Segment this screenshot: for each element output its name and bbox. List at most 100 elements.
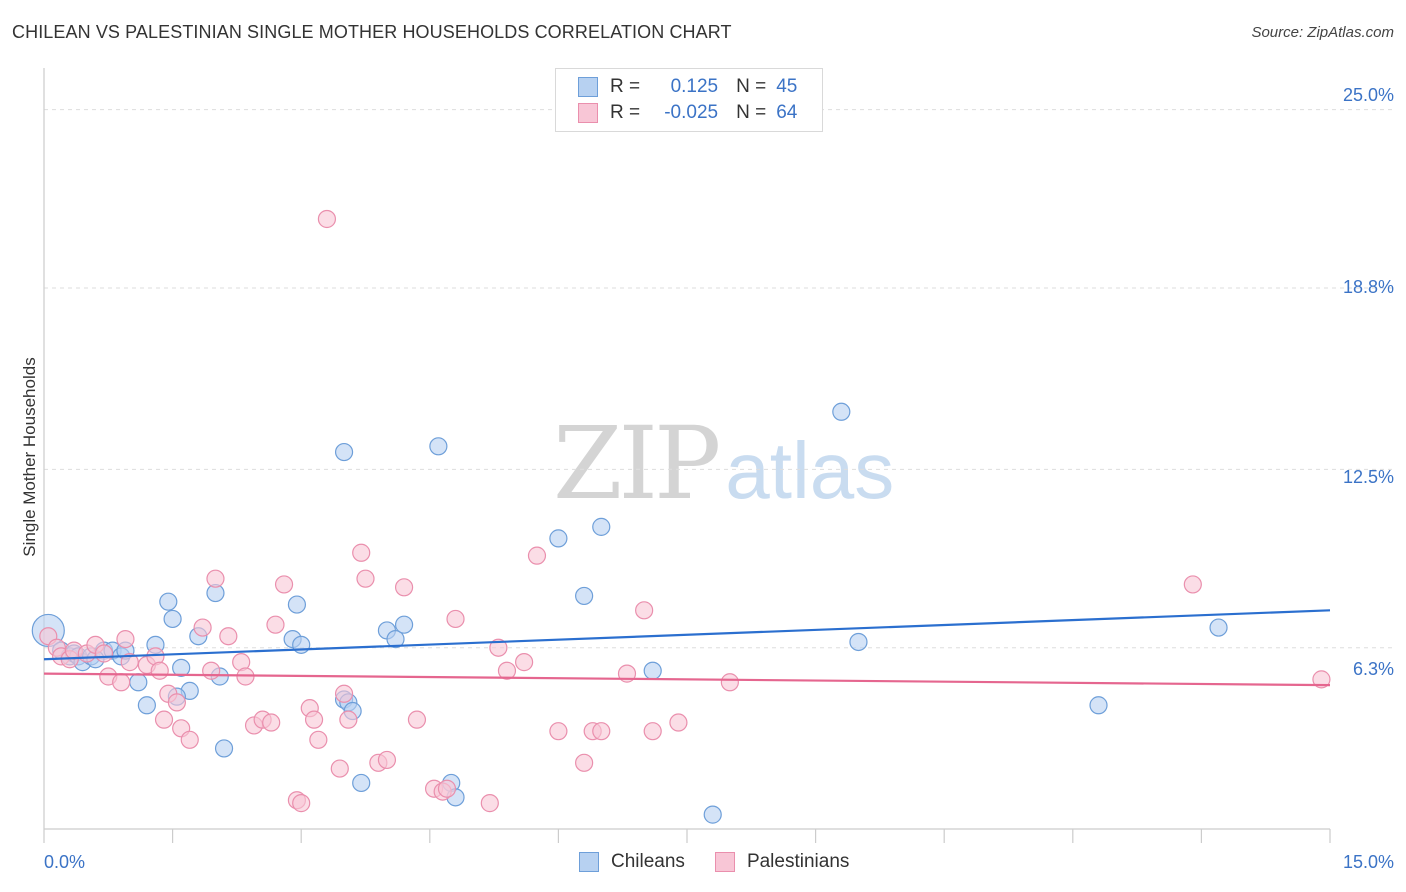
chileans-point <box>287 595 307 614</box>
legend-row-palestinians: R = -0.025 N = 64 <box>578 100 797 126</box>
chileans-point <box>214 739 234 758</box>
watermark-zip: ZIP <box>553 405 721 522</box>
chileans-swatch <box>579 852 599 872</box>
chileans-point <box>429 437 448 456</box>
watermark-atlas: atlas <box>725 426 895 515</box>
palestinians-swatch <box>714 852 735 872</box>
chileans-point <box>643 661 662 680</box>
chileans-point <box>386 629 405 649</box>
legend-n-label: N = <box>736 102 767 123</box>
palestinians-point <box>219 627 238 646</box>
chileans-point <box>129 673 148 692</box>
legend-r-value: -0.025 <box>664 102 719 123</box>
legend-r-label: R = <box>610 76 641 97</box>
palestinians-point <box>643 722 662 741</box>
y-tick-label: 18.8% <box>1342 277 1394 297</box>
palestinians-point <box>549 722 568 741</box>
palestinians-point <box>292 794 311 813</box>
source-credit: Source: ZipAtlas.com <box>1251 24 1394 41</box>
chileans-point <box>394 615 414 634</box>
palestinians-point <box>352 543 371 562</box>
palestinians-point <box>334 684 354 703</box>
palestinians-point <box>266 615 285 634</box>
chileans-point <box>159 592 178 611</box>
palestinians-point <box>446 609 465 629</box>
series-legend: Chileans Palestinians <box>579 851 879 873</box>
legend-item-palestinians: Palestinians <box>714 851 850 873</box>
x-tick-label: 0.0% <box>44 852 86 872</box>
legend-row-chileans: R = 0.125 N = 45 <box>578 74 797 100</box>
palestinians-point <box>356 569 375 588</box>
palestinians-point <box>407 710 427 729</box>
palestinians-point <box>480 794 499 813</box>
chart-title: CHILEAN VS PALESTINIAN SINGLE MOTHER HOU… <box>12 22 732 42</box>
palestinians-point <box>339 710 358 729</box>
legend-n-label: N = <box>736 76 767 97</box>
chileans-point <box>352 773 371 793</box>
y-tick-label: 25.0% <box>1342 85 1394 105</box>
chileans-point <box>575 586 594 606</box>
chileans-swatch <box>578 77 598 97</box>
palestinians-point <box>154 710 174 729</box>
palestinians-point <box>489 638 508 657</box>
palestinians-point <box>1312 670 1331 689</box>
palestinians-point <box>274 575 294 594</box>
chileans-point <box>334 442 354 462</box>
legend-item-chileans: Chileans <box>579 851 685 873</box>
legend-n-value: 45 <box>776 76 798 97</box>
palestinians-point <box>150 661 169 680</box>
palestinians-point <box>527 546 547 565</box>
chileans-point <box>163 609 182 629</box>
chileans-point <box>549 529 568 548</box>
palestinians-point <box>592 722 611 741</box>
chileans-point <box>292 635 311 654</box>
correlation-legend: R = 0.125 N = 45 R = -0.025 N = 64 <box>555 68 823 132</box>
chileans-point <box>137 696 156 715</box>
palestinians-point <box>193 618 212 637</box>
chileans-point <box>703 805 722 824</box>
y-axis-label: Single Mother Households <box>20 357 39 557</box>
palestinians-point <box>116 629 135 649</box>
palestinians-point <box>1183 575 1202 594</box>
palestinians-point <box>394 578 414 597</box>
palestinians-point <box>669 713 688 732</box>
palestinians-point <box>437 779 457 798</box>
palestinians-point <box>202 661 221 680</box>
legend-label-palestinians: Palestinians <box>746 851 850 872</box>
legend-label-chileans: Chileans <box>611 851 685 872</box>
chileans-point <box>1209 618 1228 637</box>
legend-n-value: 64 <box>776 102 798 123</box>
palestinians-point <box>94 644 114 663</box>
palestinians-point <box>515 653 534 672</box>
palestinians-swatch <box>578 103 598 123</box>
palestinians-point <box>167 693 186 712</box>
chileans-trend-line <box>43 609 1331 661</box>
legend-r-value: 0.125 <box>670 76 719 97</box>
palestinians-point <box>262 713 281 732</box>
y-tick-label: 12.5% <box>1342 467 1394 487</box>
palestinians-point <box>206 569 225 588</box>
chileans-point <box>832 402 851 421</box>
palestinians-point <box>720 673 739 692</box>
chileans-point <box>592 517 611 536</box>
watermark: ZIP atlas <box>553 405 894 522</box>
palestinians-point <box>180 730 199 749</box>
palestinians-point <box>330 759 349 778</box>
palestinians-point <box>497 661 517 680</box>
palestinians-point <box>377 750 397 770</box>
chileans-point <box>849 632 868 652</box>
palestinians-point <box>304 710 324 729</box>
y-tick-label: 6.3% <box>1352 659 1394 679</box>
palestinians-point <box>112 673 131 692</box>
chileans-point <box>172 658 191 677</box>
palestinians-point <box>317 209 337 229</box>
palestinians-trend-line <box>43 672 1331 687</box>
palestinians-point <box>120 653 139 672</box>
palestinians-point <box>635 601 654 620</box>
legend-r-label: R = <box>610 102 641 123</box>
chileans-point <box>1089 696 1108 715</box>
x-tick-label: 15.0% <box>1342 852 1394 872</box>
palestinians-point <box>309 730 328 749</box>
palestinians-point <box>575 753 594 772</box>
